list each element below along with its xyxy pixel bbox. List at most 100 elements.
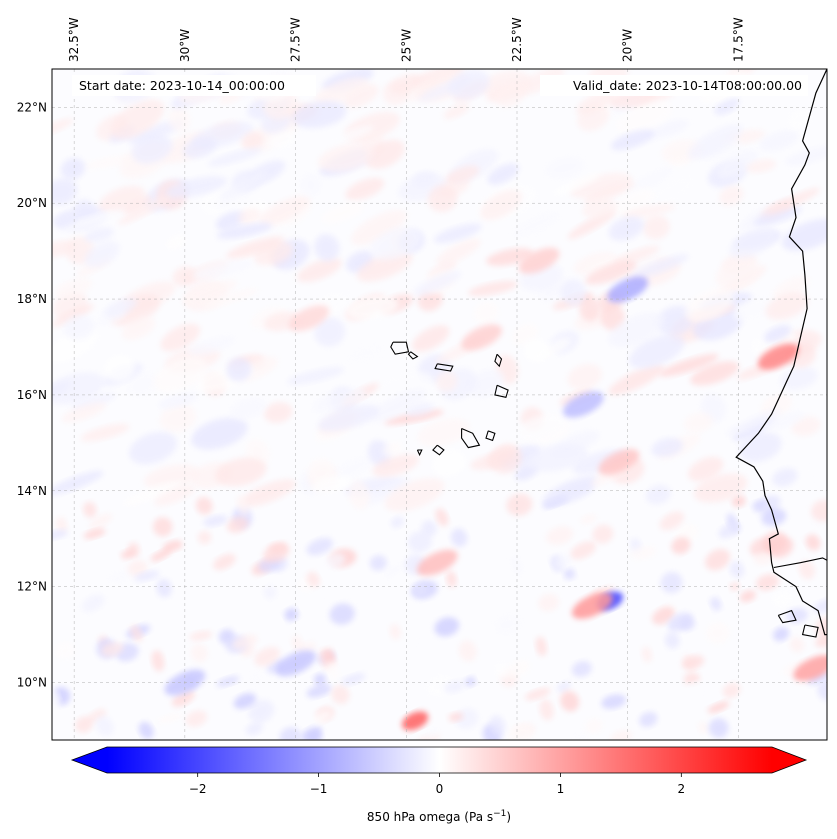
omega-texture-blob (88, 513, 113, 530)
omega-texture-blob (762, 531, 787, 554)
longitude-tick-label: 27.5°W (289, 17, 303, 62)
longitude-tick-labels: 32.5°W 30°W 27.5°W 25°W 22.5°W 20°W 17.5°W (67, 17, 745, 62)
colorbar: −2 −1 0 1 2 850 hPa omega (Pa s−1) (70, 746, 808, 824)
omega-texture-blob (759, 130, 799, 152)
omega-texture-blob (600, 303, 625, 331)
omega-texture-blob (83, 528, 106, 540)
omega-texture-blob (63, 314, 95, 340)
omega-texture-blob (241, 479, 296, 507)
omega-texture-blob (690, 361, 739, 386)
omega-texture-blob (254, 646, 280, 667)
omega-texture-blob (144, 464, 200, 490)
omega-texture-blob (150, 548, 172, 562)
valid-date-label: Valid_date: 2023-10-14T08:00:00.00 (573, 78, 802, 93)
omega-texture-blob (582, 197, 618, 220)
omega-texture-blob (659, 511, 685, 531)
omega-texture-blob (138, 721, 154, 740)
omega-texture-blob (83, 501, 97, 518)
omega-texture-blob (356, 250, 413, 282)
map-frame (51, 68, 828, 741)
omega-texture-blob (425, 726, 442, 738)
omega-texture-blob (436, 371, 458, 392)
omega-texture-blob (467, 369, 505, 398)
omega-texture-blob (468, 280, 518, 297)
omega-texture-blob (507, 723, 533, 740)
omega-texture-blob (651, 437, 684, 457)
omega-texture-blob (510, 555, 523, 577)
omega-texture-blob (642, 215, 670, 240)
omega-texture-blob (553, 554, 571, 570)
map-area[interactable] (31, 57, 837, 750)
longitude-tick-label: 30°W (178, 29, 192, 62)
omega-texture-blob (232, 634, 258, 650)
omega-texture-blob (458, 640, 477, 662)
omega-texture-blob (448, 712, 464, 722)
omega-texture-blob (580, 514, 597, 525)
colorbar-tick-label: 2 (677, 782, 685, 796)
latitude-tick-label: 18°N (17, 292, 47, 306)
omega-texture-blob (185, 710, 208, 727)
omega-texture-blob (60, 157, 86, 180)
omega-texture-blob (152, 517, 173, 537)
omega-texture-blob (773, 626, 790, 642)
omega-texture-blob (435, 508, 449, 527)
island-coastline (485, 430, 496, 442)
omega-texture-blob (125, 370, 160, 398)
omega-texture-blob (645, 484, 671, 505)
omega-texture-blob (639, 711, 658, 728)
omega-texture-blob (326, 661, 340, 681)
omega-texture-blob (346, 296, 399, 320)
omega-texture-blob (487, 163, 519, 185)
omega-texture-blob (300, 726, 323, 740)
omega-texture-blob (608, 216, 644, 241)
omega-texture-blob (524, 443, 588, 472)
omega-texture-blob (313, 710, 332, 723)
omega-texture-blob (538, 593, 560, 612)
omega-texture-blob (207, 147, 263, 167)
omega-texture-blob (98, 185, 146, 213)
omega-texture-blob (317, 143, 376, 172)
omega-texture-blob (733, 296, 777, 322)
omega-texture-blob (311, 387, 367, 413)
omega-texture-blob (592, 524, 614, 544)
omega-texture-blob (480, 189, 523, 221)
omega-texture-blob (348, 480, 370, 510)
omega-texture-blob (127, 559, 148, 577)
omega-texture-blob (805, 534, 821, 551)
colorbar-label-close: ) (506, 810, 511, 824)
omega-texture-blob (427, 185, 458, 213)
island-coastline (494, 353, 503, 368)
omega-texture-blob (707, 701, 730, 714)
omega-texture-blob (370, 388, 427, 423)
latitude-tick-label: 22°N (17, 100, 47, 114)
omega-texture-blob (660, 572, 683, 594)
latitude-tick-label: 14°N (17, 484, 47, 498)
omega-texture-blob (563, 568, 576, 580)
omega-texture-blob (756, 574, 779, 591)
omega-texture-blob (506, 493, 533, 516)
omega-texture-blob (52, 529, 68, 540)
omega-texture-blob (365, 139, 405, 169)
omega-texture-blob (770, 590, 793, 608)
omega-texture-blob (772, 468, 798, 487)
omega-texture-blob (81, 594, 105, 613)
omega-texture-blob (434, 617, 460, 637)
omega-texture-blob (708, 718, 729, 739)
omega-texture-blob (172, 266, 197, 287)
omega-texture-blob (609, 730, 633, 740)
omega-texture-blob (248, 699, 275, 723)
omega-texture-blob (652, 606, 675, 625)
omega-texture-blob (245, 722, 263, 736)
omega-texture-blob (433, 223, 482, 244)
colorbar-ramp (107, 747, 772, 773)
omega-texture-blob (82, 154, 137, 170)
omega-texture-blob (134, 570, 160, 582)
omega-texture-blob (513, 413, 568, 442)
omega-texture-blob (341, 673, 366, 686)
omega-texture-blob (780, 366, 818, 390)
omega-feature (401, 711, 429, 731)
africa-coastline (735, 69, 827, 636)
omega-texture-blob (130, 625, 143, 642)
omega-texture-blob (126, 120, 184, 144)
omega-texture-blob (346, 343, 384, 363)
